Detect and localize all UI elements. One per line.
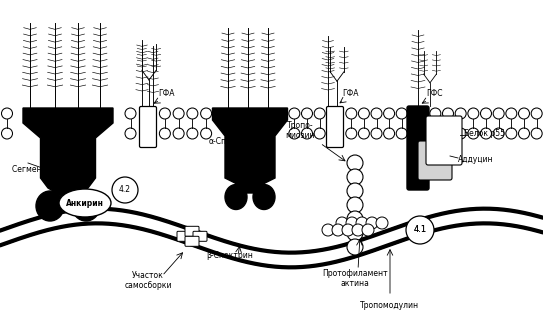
Polygon shape xyxy=(212,108,287,193)
Circle shape xyxy=(406,216,434,244)
Text: Сегмент 3: Сегмент 3 xyxy=(12,165,53,175)
Text: 4.2: 4.2 xyxy=(119,185,131,195)
FancyBboxPatch shape xyxy=(407,106,429,190)
FancyBboxPatch shape xyxy=(426,116,462,165)
Text: Участок
самосборки: Участок самосборки xyxy=(124,271,172,290)
Circle shape xyxy=(347,239,363,255)
Text: 4.1: 4.1 xyxy=(413,225,427,234)
Text: Протофиламент
актина: Протофиламент актина xyxy=(322,269,388,288)
Text: ГФА: ГФА xyxy=(342,89,358,98)
Text: ГФС: ГФС xyxy=(426,89,443,98)
Polygon shape xyxy=(23,108,113,196)
Circle shape xyxy=(366,217,378,229)
FancyBboxPatch shape xyxy=(177,231,191,241)
Circle shape xyxy=(336,217,348,229)
FancyBboxPatch shape xyxy=(418,141,452,180)
Circle shape xyxy=(346,217,358,229)
Text: Тропо-
миозин: Тропо- миозин xyxy=(285,121,315,140)
Text: Белок р55: Белок р55 xyxy=(464,128,505,137)
Text: Аддуцин: Аддуцин xyxy=(458,156,494,164)
Ellipse shape xyxy=(253,184,275,210)
FancyBboxPatch shape xyxy=(193,231,207,241)
Text: β-Спектрин: β-Спектрин xyxy=(206,251,254,260)
Circle shape xyxy=(332,224,344,236)
Circle shape xyxy=(347,225,363,241)
Text: ГФА: ГФА xyxy=(158,89,174,98)
FancyBboxPatch shape xyxy=(185,226,199,236)
Circle shape xyxy=(112,177,138,203)
Text: Тропомодулин: Тропомодулин xyxy=(361,301,420,310)
Circle shape xyxy=(356,217,368,229)
Circle shape xyxy=(322,224,334,236)
Ellipse shape xyxy=(225,184,247,210)
FancyBboxPatch shape xyxy=(185,236,199,246)
FancyBboxPatch shape xyxy=(140,107,156,148)
Circle shape xyxy=(352,224,364,236)
Text: α-Спектрин: α-Спектрин xyxy=(209,137,256,146)
Circle shape xyxy=(362,224,374,236)
Text: 4.1: 4.1 xyxy=(413,225,427,234)
Circle shape xyxy=(347,155,363,171)
Ellipse shape xyxy=(72,191,100,221)
Circle shape xyxy=(376,217,388,229)
Circle shape xyxy=(347,197,363,213)
Text: Анкирин: Анкирин xyxy=(66,198,104,208)
Circle shape xyxy=(342,224,354,236)
Ellipse shape xyxy=(59,189,111,217)
Circle shape xyxy=(347,211,363,227)
FancyBboxPatch shape xyxy=(326,107,344,148)
Circle shape xyxy=(347,169,363,185)
Ellipse shape xyxy=(36,191,64,221)
Circle shape xyxy=(347,183,363,199)
